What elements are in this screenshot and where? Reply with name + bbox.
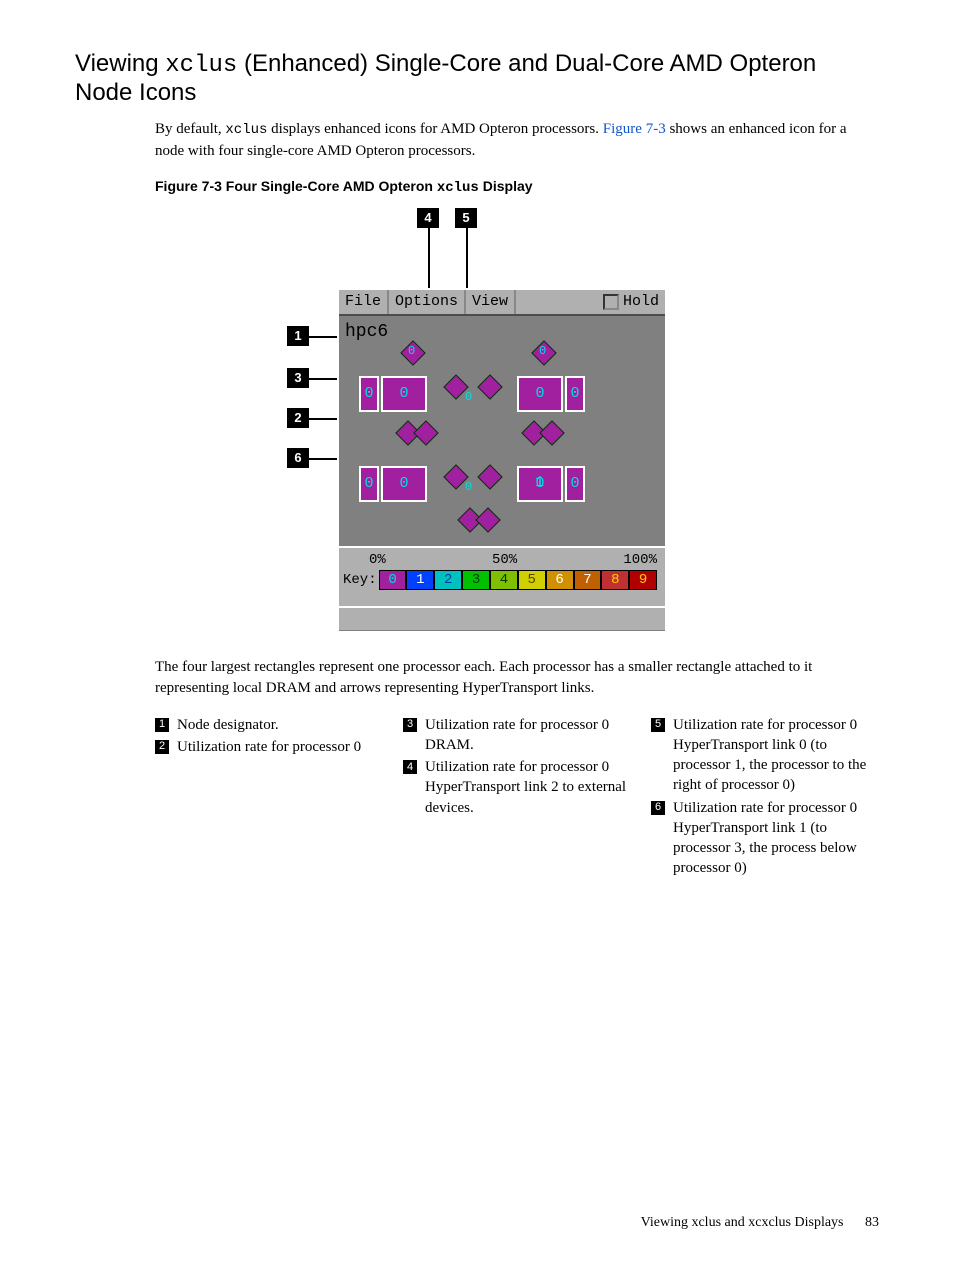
desc-4-num: 4	[403, 760, 417, 774]
figure-link[interactable]: Figure 7-3	[603, 121, 666, 137]
ht-lab-4: 0	[465, 480, 472, 494]
key-row: Key: 0 1 2 3 4 5 6 7 8 9	[343, 570, 657, 590]
key-6: 6	[546, 570, 574, 590]
key-label: Key:	[343, 572, 377, 588]
key-5: 5	[518, 570, 546, 590]
key-9: 9	[629, 570, 657, 590]
key-8: 8	[601, 570, 629, 590]
callout-1: 1	[287, 326, 309, 346]
intro-paragraph: By default, xclus displays enhanced icon…	[155, 119, 879, 162]
key-3: 3	[462, 570, 490, 590]
desc-1: 1 Node designator.	[155, 715, 383, 735]
callout-5: 5	[455, 208, 477, 228]
menu-view[interactable]: View	[466, 290, 516, 314]
intro-a: By default,	[155, 121, 225, 137]
key-0: 0	[379, 570, 407, 590]
ht-lab-3: 0	[465, 390, 472, 404]
key-2: 2	[434, 570, 462, 590]
desc-2-num: 2	[155, 740, 169, 754]
desc-1-txt: Node designator.	[177, 715, 279, 735]
desc-2-txt: Utilization rate for processor 0	[177, 737, 361, 757]
dram-p0: 0	[359, 376, 379, 412]
tick-50: 50%	[492, 552, 517, 568]
desc-col-1: 1 Node designator. 2 Utilization rate for …	[155, 715, 383, 881]
key-1: 1	[406, 570, 434, 590]
node-label: hpc6	[345, 322, 388, 342]
desc-5-txt: Utilization rate for processor 0 HyperTr…	[673, 715, 879, 796]
dram-p3: 0	[565, 466, 585, 502]
proc-0: 0	[381, 376, 427, 412]
menu-hold[interactable]: Hold	[597, 290, 665, 314]
callout-4: 4	[417, 208, 439, 228]
desc-5: 5 Utilization rate for processor 0 HyperT…	[651, 715, 879, 796]
legend-ticks: 0% 50% 100%	[369, 552, 657, 568]
footer-page: 83	[865, 1215, 879, 1230]
desc-6: 6 Utilization rate for processor 0 HyperT…	[651, 798, 879, 879]
ht-p1-p3-b	[539, 420, 564, 445]
figcap-b: Display	[479, 178, 533, 194]
intro-b: displays enhanced icons for AMD Opteron …	[267, 121, 602, 137]
menu-file[interactable]: File	[339, 290, 389, 314]
callout-descriptions: 1 Node designator. 2 Utilization rate for …	[155, 715, 879, 881]
callout-6: 6	[287, 448, 309, 468]
callout-3: 3	[287, 368, 309, 388]
menu-options[interactable]: Options	[389, 290, 466, 314]
heading-mono: xclus	[165, 52, 237, 79]
figure-caption: Figure 7-3 Four Single-Core AMD Opteron …	[155, 178, 879, 196]
proc-2: 0	[381, 466, 427, 502]
figcap-a: Figure 7-3 Four Single-Core AMD Opteron	[155, 178, 437, 194]
ht-p3-ext	[475, 507, 500, 532]
desc-1-num: 1	[155, 718, 169, 732]
figure-diagram: 4 5 1 3 2 6 File Options View Hold hpc6 …	[287, 208, 667, 633]
heading-prefix: Viewing	[75, 50, 165, 77]
desc-5-num: 5	[651, 718, 665, 732]
figcap-mono: xclus	[437, 180, 479, 196]
desc-col-3: 5 Utilization rate for processor 0 HyperT…	[651, 715, 879, 881]
footer-text: Viewing xclus and xcxclus Displays	[641, 1215, 844, 1230]
tick-0: 0%	[369, 552, 386, 568]
page-footer: Viewing xclus and xcxclus Displays 83	[641, 1215, 879, 1231]
key-7: 7	[574, 570, 602, 590]
xclus-window: File Options View Hold hpc6 0 0 0 0 0 0 …	[337, 288, 667, 633]
section-heading: Viewing xclus (Enhanced) Single-Core and…	[75, 50, 879, 107]
proc-1: 0	[517, 376, 563, 412]
ht-p2-p3-b	[477, 464, 502, 489]
desc-3-num: 3	[403, 718, 417, 732]
proc-3-val: 1	[535, 474, 544, 491]
statusbar	[339, 606, 665, 630]
desc-4: 4 Utilization rate for processor 0 HyperT…	[403, 757, 631, 818]
desc-3-txt: Utilization rate for processor 0 DRAM.	[425, 715, 631, 756]
tick-100: 100%	[623, 552, 657, 568]
ht-p0-p1-b	[477, 374, 502, 399]
ht-p0-p2-b	[413, 420, 438, 445]
key-4: 4	[490, 570, 518, 590]
node-area: hpc6 0 0 0 0 0 0 0 0 1	[339, 316, 665, 546]
menubar: File Options View Hold	[339, 290, 665, 316]
para-2: The four largest rectangles represent on…	[155, 657, 879, 699]
legend: 0% 50% 100% Key: 0 1 2 3 4 5 6 7 8 9	[339, 546, 665, 606]
desc-6-num: 6	[651, 801, 665, 815]
callout-2: 2	[287, 408, 309, 428]
desc-3: 3 Utilization rate for processor 0 DRAM.	[403, 715, 631, 756]
intro-mono: xclus	[225, 122, 267, 138]
dram-p2: 0	[359, 466, 379, 502]
ht-lab-1: 0	[408, 344, 415, 358]
dram-p1: 0	[565, 376, 585, 412]
desc-col-2: 3Utilization rate for processor 0 DRAM. …	[403, 715, 631, 881]
desc-6-txt: Utilization rate for processor 0 HyperTr…	[673, 798, 879, 879]
desc-2: 2 Utilization rate for processor 0	[155, 737, 383, 757]
ht-lab-2: 0	[539, 344, 546, 358]
desc-4-txt: Utilization rate for processor 0 HyperTr…	[425, 757, 631, 818]
